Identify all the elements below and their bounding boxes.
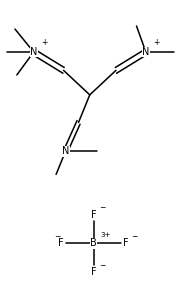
Text: B: B <box>90 238 97 248</box>
Text: N: N <box>62 147 69 156</box>
Text: +: + <box>153 38 160 47</box>
Text: F: F <box>91 210 96 219</box>
Text: −: − <box>54 232 61 241</box>
Text: F: F <box>58 238 64 248</box>
Text: N: N <box>30 47 37 57</box>
Text: +: + <box>41 38 47 47</box>
Text: 3+: 3+ <box>101 232 111 238</box>
Text: −: − <box>99 203 105 212</box>
Text: −: − <box>99 261 105 270</box>
Text: N: N <box>142 47 150 57</box>
Text: F: F <box>123 238 129 248</box>
Text: F: F <box>91 267 96 277</box>
Text: −: − <box>131 232 137 241</box>
